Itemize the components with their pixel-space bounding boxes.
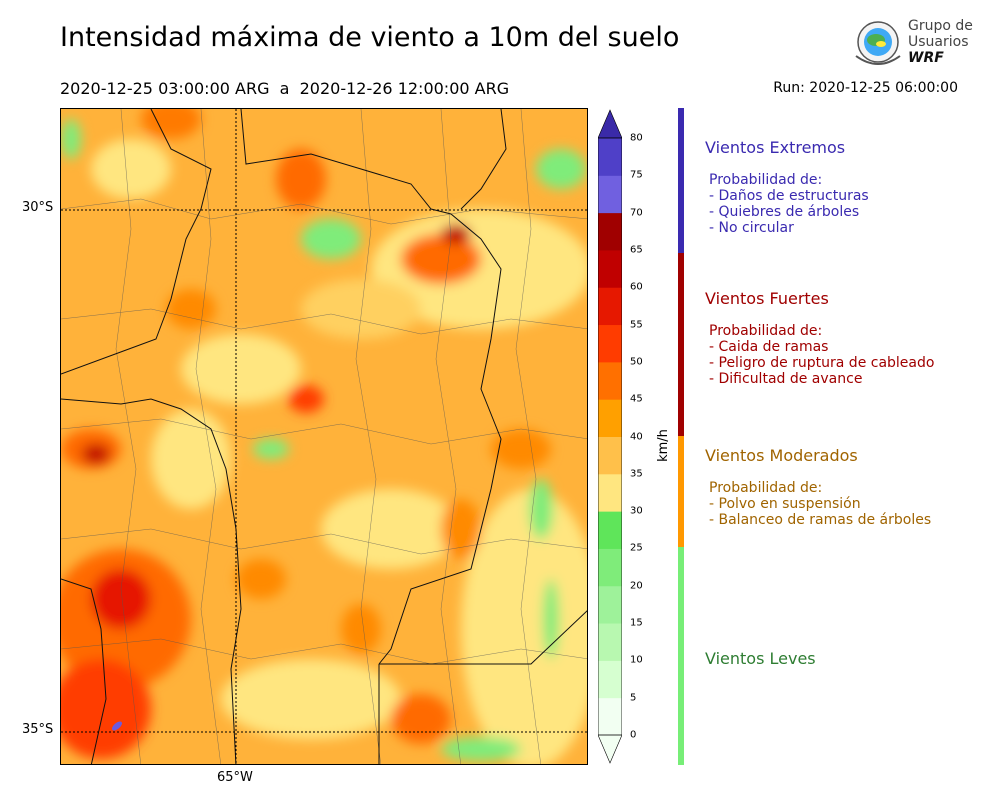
colorbar-tick-label: 0 [630, 729, 637, 741]
colorbar-tick-label: 80 [630, 132, 643, 144]
colorbar-segment [598, 697, 622, 736]
wrf-logo [855, 21, 901, 65]
map-title: Intensidad máxima de viento a 10m del su… [60, 22, 680, 53]
wind-map [60, 108, 588, 765]
colorbar-max-extension [598, 109, 622, 139]
colorbar-tick-label: 5 [630, 692, 637, 704]
colorbar-tick-label: 70 [630, 207, 643, 219]
category-title-fuertes: Vientos Fuertes [705, 289, 829, 308]
category-bar-fuertes [678, 253, 684, 436]
colorbar-tick-label: 25 [630, 542, 643, 554]
colorbar-tick-label: 50 [630, 356, 643, 368]
colorbar-segment [598, 548, 622, 587]
category-desc-extremos: Probabilidad de: - Daños de estructuras … [709, 172, 869, 236]
colorbar-tick-label: 60 [630, 281, 643, 293]
colorbar-segment [598, 436, 622, 475]
category-desc-moderados: Probabilidad de: - Polvo en suspensión -… [709, 480, 931, 528]
category-bar-moderados [678, 436, 684, 547]
colorbar-segment [598, 361, 622, 400]
colorbar-segment [598, 399, 622, 437]
desc-line: Probabilidad de: [709, 172, 823, 188]
colorbar-segment [598, 660, 622, 699]
run-time: Run: 2020-12-25 06:00:00 [773, 80, 958, 96]
colorbar-tick-label: 40 [630, 431, 643, 442]
colorbar-segment [598, 212, 622, 251]
colorbar-tick-label: 45 [630, 393, 643, 405]
colorbar-tick-label: 20 [630, 580, 643, 592]
colorbar-min-extension [598, 734, 622, 764]
colorbar-tick-label: 30 [630, 505, 643, 517]
colorbar [598, 109, 622, 764]
lat-label-30s: 30°S [22, 200, 54, 215]
logo-line-3: WRF [908, 50, 944, 66]
colorbar-tick-label: 55 [630, 319, 643, 331]
colorbar-tick-label: 10 [630, 654, 643, 666]
wind-field [61, 109, 587, 764]
colorbar-segment [598, 623, 622, 661]
desc-line: - Caida de ramas [709, 339, 829, 355]
desc-line: - Peligro de ruptura de cableado [709, 355, 935, 371]
desc-line: - Daños de estructuras [709, 188, 869, 204]
colorbar-segment [598, 511, 622, 549]
desc-line: Probabilidad de: [709, 323, 823, 339]
category-title-moderados: Vientos Moderados [705, 446, 858, 465]
wrf-logo-text: Grupo de Usuarios WRF [908, 18, 973, 66]
desc-line: - Dificultad de avance [709, 371, 863, 387]
forecast-period: 2020-12-25 03:00:00 ARG a 2020-12-26 12:… [60, 79, 510, 98]
category-title-leves: Vientos Leves [705, 649, 816, 668]
colorbar-segment [598, 473, 622, 512]
colorbar-segment [598, 287, 622, 326]
lon-label-65w: 65°W [217, 770, 253, 785]
category-bar-leves [678, 547, 684, 765]
colorbar-frame [598, 137, 622, 736]
desc-line: - Quiebres de árboles [709, 204, 860, 220]
colorbar-segment [598, 138, 622, 176]
lat-label-35s: 35°S [22, 722, 54, 737]
desc-line: - No circular [709, 220, 794, 236]
colorbar-unit: km/h [655, 429, 671, 462]
desc-line: - Balanceo de ramas de árboles [709, 512, 932, 528]
colorbar-tick-label: 75 [630, 169, 643, 181]
colorbar-tick-label: 65 [630, 244, 643, 256]
colorbar-segment [598, 324, 622, 363]
category-title-extremos: Vientos Extremos [705, 138, 846, 157]
logo-line-1: Grupo de [908, 18, 973, 34]
colorbar-tick-label: 15 [630, 617, 643, 629]
colorbar-segment [598, 249, 622, 288]
colorbar-segment [598, 585, 622, 624]
colorbar-segment [598, 175, 622, 214]
colorbar-tick-label: 35 [630, 468, 643, 480]
category-bar-extremos [678, 108, 684, 253]
logo-line-2: Usuarios [908, 34, 969, 50]
desc-line: - Polvo en suspensión [709, 496, 861, 512]
desc-line: Probabilidad de: [709, 480, 823, 496]
category-desc-fuertes: Probabilidad de: - Caida de ramas - Peli… [709, 323, 934, 387]
